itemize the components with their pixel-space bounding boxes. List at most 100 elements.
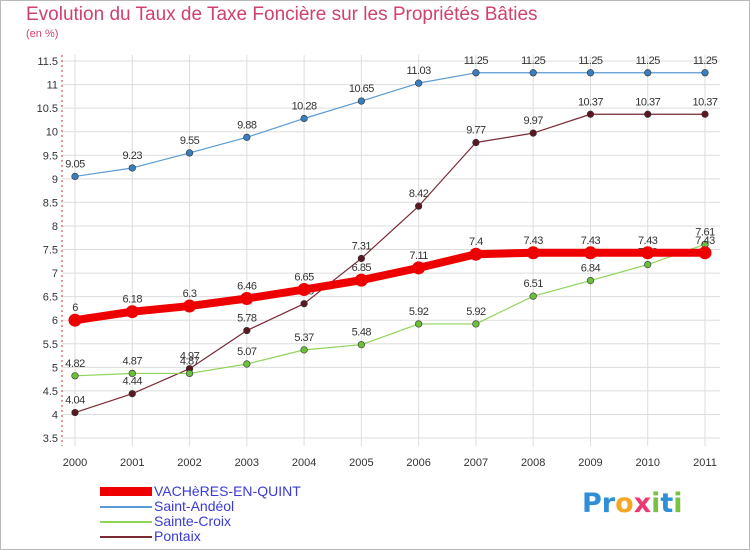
y-tick-label: 7.5 (43, 245, 58, 257)
y-tick-label: 9 (52, 174, 58, 186)
data-point (243, 133, 251, 141)
data-label: 5.48 (352, 327, 372, 339)
legend-swatch (100, 505, 152, 508)
data-label: 11.03 (407, 65, 432, 77)
logo-letter: x (633, 488, 652, 519)
logo-letter: r (601, 488, 616, 519)
data-point (357, 341, 365, 349)
data-label: 7.61 (695, 226, 715, 238)
legend-swatch (100, 520, 152, 523)
logo-letter: i (673, 488, 683, 519)
data-label: 5.92 (466, 306, 486, 318)
legend-swatch (100, 535, 152, 538)
data-label: 4.87 (123, 355, 143, 367)
data-point (583, 246, 597, 260)
y-tick-label: 9.5 (43, 150, 58, 162)
data-point (183, 299, 197, 313)
data-point (529, 69, 537, 77)
data-label: 10.65 (349, 83, 374, 95)
data-point (243, 360, 251, 368)
data-label: 7.43 (695, 235, 715, 247)
legend-label: Saint-Andéol (154, 498, 235, 514)
data-label: 10.28 (292, 100, 317, 112)
x-tick-label: 2008 (521, 457, 545, 469)
data-point (529, 292, 537, 300)
x-tick-label: 2010 (635, 457, 659, 469)
data-point (128, 164, 136, 172)
data-label: 11.25 (521, 55, 546, 67)
data-point (415, 320, 423, 328)
data-point (128, 369, 136, 378)
data-point (415, 79, 423, 87)
data-label: 10.37 (578, 96, 603, 108)
y-tick-label: 11 (47, 80, 58, 92)
y-tick-label: 3.5 (43, 433, 58, 445)
data-label: 7.4 (469, 236, 483, 248)
data-label: 6.18 (123, 294, 143, 306)
data-point (243, 326, 251, 335)
data-label: 9.77 (466, 125, 486, 137)
data-label: 6.65 (294, 272, 314, 284)
y-tick-label: 5 (52, 362, 58, 374)
data-label: 6.3 (183, 288, 197, 300)
y-tick-label: 4.5 (43, 386, 58, 398)
data-label: 4.04 (65, 395, 85, 407)
data-label: 4.82 (65, 358, 85, 370)
data-point (185, 369, 194, 378)
data-point (701, 69, 709, 77)
data-label: 4.44 (123, 376, 143, 388)
data-label: 11.25 (464, 55, 489, 67)
data-point (357, 97, 365, 105)
chart-title: Evolution du Taux de Taxe Foncière sur l… (26, 4, 538, 25)
data-point (354, 273, 368, 287)
data-label: 7.31 (352, 240, 372, 252)
data-label: 8.42 (409, 188, 429, 200)
y-tick-label: 6 (52, 315, 58, 327)
data-point (71, 372, 79, 380)
data-point (71, 172, 79, 181)
y-tick-label: 10.5 (37, 103, 58, 115)
legend-label: VACHèRES-EN-QUINT (154, 483, 301, 499)
data-label: 5.78 (237, 313, 257, 325)
data-point (526, 246, 540, 260)
data-point (644, 69, 652, 77)
data-point (698, 246, 712, 260)
data-label: 7.43 (638, 235, 658, 247)
y-tick-label: 6.5 (43, 292, 58, 304)
data-point (472, 138, 480, 147)
proxiti-logo: Proxiti (582, 488, 683, 519)
data-point (529, 129, 537, 137)
data-label: 6.85 (352, 262, 372, 274)
series-line (74, 72, 706, 178)
data-point (701, 110, 709, 118)
y-tick-label: 7 (52, 268, 58, 280)
legend-swatch (100, 487, 152, 496)
y-tick-label: 8.5 (43, 197, 58, 209)
data-point (128, 390, 136, 398)
data-label: 5.92 (409, 306, 429, 318)
series-line (74, 243, 706, 377)
data-point (300, 114, 308, 123)
x-tick-label: 2007 (464, 457, 488, 469)
logo-letter: P (582, 488, 602, 519)
data-label: 6 (72, 302, 78, 314)
data-label: 9.88 (237, 119, 257, 131)
data-point (125, 305, 139, 319)
data-label: 9.05 (65, 158, 85, 170)
y-tick-label: 8 (52, 221, 58, 233)
data-point (300, 300, 308, 308)
legend-label: Sainte-Croix (154, 513, 232, 529)
data-label: 9.97 (523, 115, 543, 127)
data-point (469, 247, 483, 261)
logo-letter: o (615, 488, 634, 519)
x-tick-label: 2004 (292, 457, 316, 469)
chart-subtitle: (en %) (26, 28, 59, 40)
data-point (644, 110, 652, 118)
data-point (586, 277, 595, 285)
data-point (297, 283, 311, 297)
data-point (412, 261, 426, 275)
data-point (71, 408, 79, 417)
data-label: 6.46 (237, 281, 257, 293)
data-label: 5.37 (294, 332, 314, 344)
x-tick-label: 2003 (235, 457, 259, 469)
